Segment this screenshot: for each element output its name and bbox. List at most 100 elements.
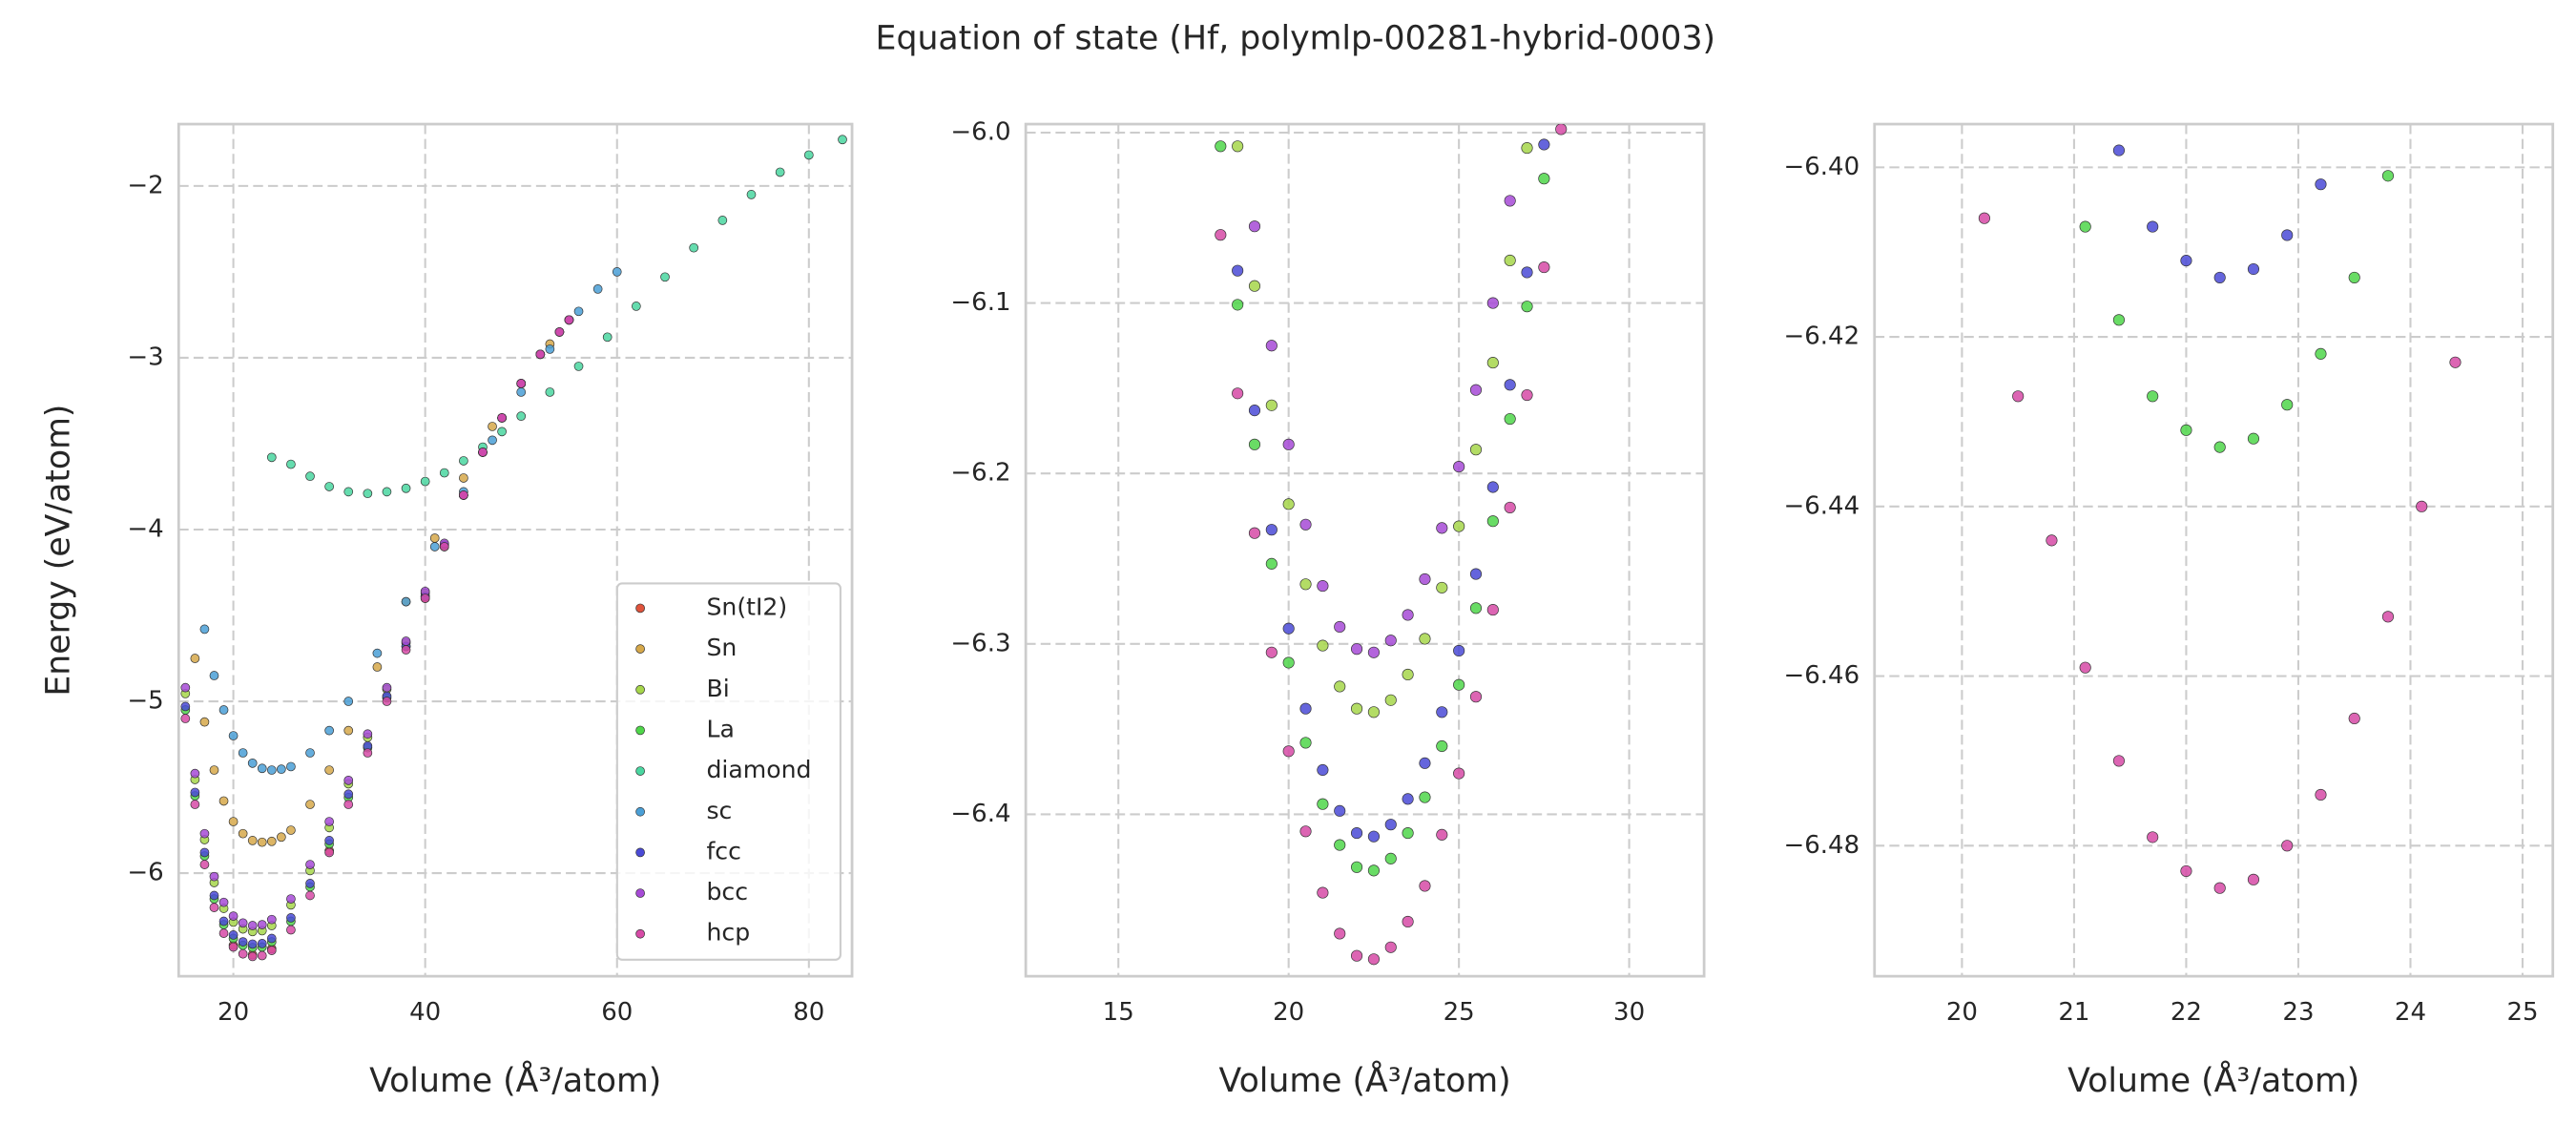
data-point xyxy=(2079,661,2091,674)
data-point xyxy=(1384,694,1397,706)
data-point xyxy=(1317,798,1329,810)
data-point xyxy=(1453,767,1465,780)
data-point xyxy=(1469,691,1483,703)
data-point xyxy=(2247,873,2260,885)
data-point xyxy=(1351,861,1363,873)
data-point xyxy=(1334,680,1346,693)
data-point xyxy=(2348,271,2360,283)
data-point xyxy=(1469,444,1483,456)
data-point xyxy=(401,483,411,493)
data-point xyxy=(1367,830,1380,843)
data-point xyxy=(1486,481,1499,493)
data-point xyxy=(439,542,449,552)
data-point xyxy=(257,920,267,929)
data-point xyxy=(2349,102,2359,113)
data-point xyxy=(209,871,219,882)
data-point xyxy=(382,682,392,693)
data-point xyxy=(497,427,507,437)
legend-label: hcp xyxy=(706,919,750,947)
data-point xyxy=(343,697,354,706)
data-point xyxy=(247,939,258,949)
data-point xyxy=(1436,581,1448,593)
data-point xyxy=(1282,622,1295,635)
data-point xyxy=(1299,702,1312,715)
data-point xyxy=(554,327,565,337)
x-tick-label: 25 xyxy=(2506,998,2538,1027)
y-tick-label: −6.3 xyxy=(950,629,1010,657)
data-point xyxy=(2247,432,2260,445)
data-point xyxy=(2046,94,2057,105)
y-tick-label: −6.44 xyxy=(1783,491,1859,520)
data-point xyxy=(2012,390,2025,403)
data-point xyxy=(1248,405,1261,417)
plot-area xyxy=(180,135,847,962)
axes-frame xyxy=(1024,122,1706,978)
data-point xyxy=(803,150,814,160)
data-point xyxy=(2112,314,2125,326)
data-point xyxy=(2147,220,2159,233)
data-point xyxy=(1232,299,1244,311)
data-point xyxy=(2180,255,2192,267)
data-point xyxy=(286,913,296,923)
data-point xyxy=(324,836,334,845)
legend-marker xyxy=(635,725,645,736)
data-point xyxy=(401,636,411,646)
data-point xyxy=(1402,793,1414,805)
data-point xyxy=(1299,825,1312,838)
data-point xyxy=(305,890,315,901)
data-point xyxy=(257,763,267,774)
data-point xyxy=(1486,515,1499,528)
data-point xyxy=(363,489,373,499)
data-point xyxy=(286,825,296,835)
data-point xyxy=(631,302,641,311)
data-point xyxy=(266,836,277,846)
data-point xyxy=(1215,140,1227,153)
data-point xyxy=(305,800,315,809)
data-point xyxy=(266,946,277,955)
data-point xyxy=(343,789,354,800)
data-point xyxy=(478,448,488,457)
x-tick-label: 21 xyxy=(2058,998,2089,1027)
data-point xyxy=(199,860,210,869)
data-point xyxy=(1504,501,1516,514)
data-point xyxy=(2112,755,2125,767)
x-tick-label: 20 xyxy=(1946,998,1978,1027)
data-point xyxy=(1317,886,1329,899)
data-point xyxy=(1248,280,1261,292)
data-point xyxy=(1299,518,1312,531)
legend: Sn(tI2) Sn Bi La diamond sc fcc bcc hcp xyxy=(615,582,841,961)
y-tick-label: −6.48 xyxy=(1783,831,1859,860)
data-point xyxy=(1299,737,1312,749)
data-point xyxy=(573,362,584,371)
data-point xyxy=(1486,357,1499,369)
data-point xyxy=(209,765,219,775)
data-point xyxy=(199,828,210,839)
x-axis-label: Volume (Å³/atom) xyxy=(1219,1059,1511,1100)
data-point xyxy=(1521,266,1533,279)
data-point xyxy=(1232,387,1244,400)
data-point xyxy=(1469,602,1483,614)
data-point xyxy=(218,928,229,938)
data-point xyxy=(305,879,315,888)
data-point xyxy=(545,387,555,397)
data-point xyxy=(488,435,497,446)
data-point xyxy=(277,832,286,843)
data-point xyxy=(199,847,210,858)
data-point xyxy=(2247,262,2260,276)
data-point xyxy=(1504,412,1516,426)
legend-label: diamond xyxy=(706,756,811,783)
data-point xyxy=(209,903,219,912)
data-point xyxy=(2213,271,2226,283)
data-point xyxy=(286,761,296,772)
data-point xyxy=(401,645,411,655)
data-point xyxy=(1282,656,1295,669)
figure-title: Equation of state (Hf, polymlp-00281-hyb… xyxy=(876,20,1715,58)
data-point xyxy=(2381,611,2395,623)
data-point xyxy=(2382,1,2393,11)
x-tick-label: 20 xyxy=(218,998,249,1027)
data-point xyxy=(1351,702,1363,715)
legend-box xyxy=(615,582,841,961)
x-tick-label: 80 xyxy=(793,998,824,1027)
data-point xyxy=(2180,864,2192,878)
